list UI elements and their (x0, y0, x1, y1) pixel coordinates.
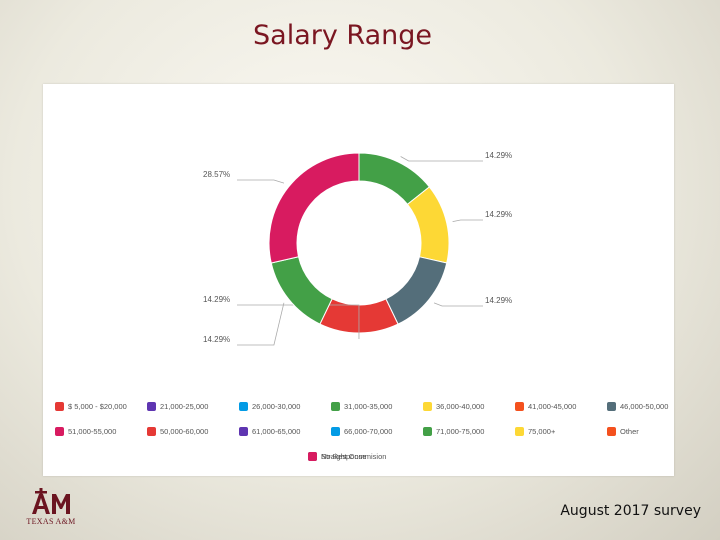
legend-item: 36,000-40,000 (423, 402, 484, 411)
legend-label: 50,000-60,000 (160, 427, 209, 436)
legend-label: 21,000-25,000 (160, 402, 209, 411)
leader-line (237, 179, 285, 184)
legend-label: 66,000-70,000 (344, 427, 393, 436)
leader-line (400, 156, 483, 162)
slice-percent-label: 14.29% (485, 151, 512, 160)
legend-label: $ 5,000 - $20,000 (68, 402, 127, 411)
legend-label: 46,000-50,000 (620, 402, 669, 411)
legend-swatch (423, 427, 432, 436)
slice-percent-label: 28.57% (203, 170, 230, 179)
atm-logo-icon (32, 488, 70, 514)
legend-label: 51,000-55,000 (68, 427, 117, 436)
legend-swatch (55, 402, 64, 411)
legend-item: Straight Commision (308, 452, 386, 461)
donut-chart: 14.29% 14.29% 14.29% 14.29% 14.29% 28.57% (203, 151, 512, 346)
survey-date-note: August 2017 survey (560, 503, 701, 519)
legend-label: 36,000-40,000 (436, 402, 485, 411)
slice-percent-label: 14.29% (203, 335, 230, 344)
legend-item: 71,000-75,000 (423, 427, 484, 436)
legend-label: 41,000-45,000 (528, 402, 577, 411)
legend-label: Other (620, 427, 639, 436)
legend-swatch (423, 402, 432, 411)
chart-panel: 14.29% 14.29% 14.29% 14.29% 14.29% 28.57% $ 5… (43, 84, 674, 476)
pie-slice (270, 256, 333, 325)
legend-label: 61,000-65,000 (252, 427, 301, 436)
legend-swatch (607, 402, 616, 411)
legend-item: 50,000-60,000 (147, 427, 208, 436)
slice-percent-label: 14.29% (485, 296, 512, 305)
legend-swatch (515, 427, 524, 436)
texas-am-logo: TEXAS A&M (24, 488, 78, 532)
legend-label: 26,000-30,000 (252, 402, 301, 411)
slice-percent-label: 14.29% (485, 210, 512, 219)
leader-line (433, 302, 483, 307)
logo-text: TEXAS A&M (26, 517, 76, 526)
pie-slice (385, 256, 448, 325)
legend-label: 31,000-35,000 (344, 402, 393, 411)
legend-item: 41,000-45,000 (515, 402, 576, 411)
leader-line (237, 304, 360, 339)
legend-item: 46,000-50,000 (607, 402, 668, 411)
pie-slice (268, 152, 360, 264)
legend-swatch (607, 427, 616, 436)
legend-item: Other (607, 427, 639, 436)
legend-swatch (55, 427, 64, 436)
legend-label: Straight Commision (321, 452, 387, 461)
legend-label: 71,000-75,000 (436, 427, 485, 436)
legend-item: 61,000-65,000 (239, 427, 300, 436)
legend-item: $ 5,000 - $20,000 (55, 402, 127, 411)
legend-item: 75,000+ (515, 427, 555, 436)
legend-swatch (331, 427, 340, 436)
legend-swatch (308, 452, 317, 461)
leader-line (237, 302, 285, 346)
legend-swatch (239, 402, 248, 411)
legend-swatch (147, 427, 156, 436)
slice-percent-label: 14.29% (203, 295, 230, 304)
legend-swatch (515, 402, 524, 411)
legend-item: 26,000-30,000 (239, 402, 300, 411)
legend-item: 31,000-35,000 (331, 402, 392, 411)
legend-swatch (239, 427, 248, 436)
legend-label: 75,000+ (528, 427, 556, 436)
legend-item: 51,000-55,000 (55, 427, 116, 436)
legend-swatch (147, 402, 156, 411)
legend-label: No Response (321, 452, 367, 461)
slide-title: Salary Range (253, 20, 432, 51)
legend-item: 21,000-25,000 (147, 402, 208, 411)
legend-item: 66,000-70,000 (331, 427, 392, 436)
legend-swatch (331, 402, 340, 411)
leader-line (452, 219, 483, 223)
